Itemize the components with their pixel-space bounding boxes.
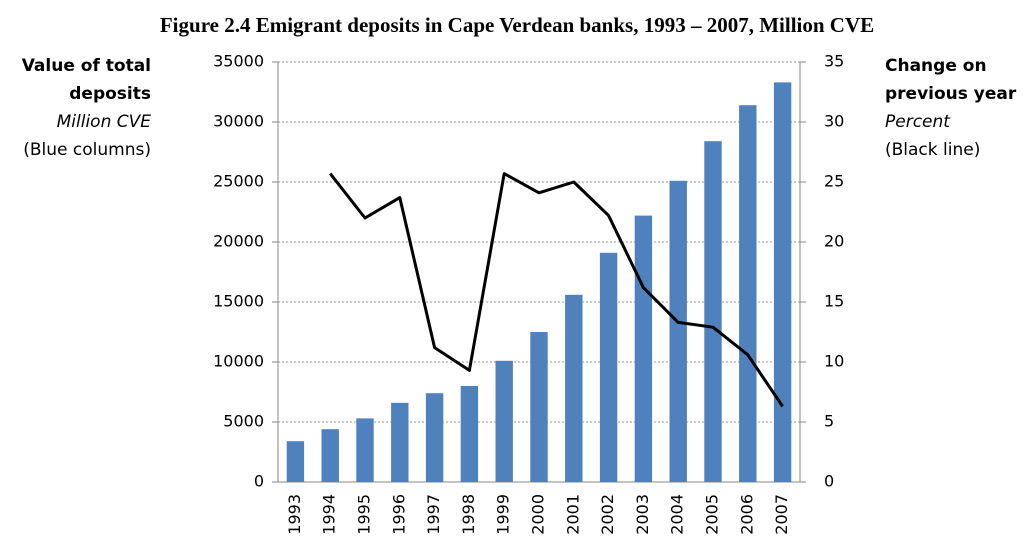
x-tick-label: 2001 (563, 494, 582, 535)
y-tick-label: 15000 (213, 292, 264, 311)
y2-tick-label: 25 (824, 172, 844, 191)
y2-label: Change on (885, 56, 987, 76)
bar (739, 105, 757, 482)
y2-note: (Black line) (885, 140, 980, 160)
y2-tick-label: 30 (824, 112, 844, 131)
bar (704, 141, 722, 482)
bar (321, 429, 339, 482)
y-tick-label: 30000 (213, 112, 264, 131)
y-tick-label: 25000 (213, 172, 264, 191)
y2-tick-label: 5 (824, 412, 834, 431)
x-tick-label: 2006 (737, 494, 756, 535)
chart-title: Figure 2.4 Emigrant deposits in Cape Ver… (160, 13, 874, 37)
y2-unit: Percent (885, 112, 951, 132)
x-tick-label: 2002 (598, 494, 617, 535)
y2-tick-label: 20 (824, 232, 844, 251)
bar (565, 294, 583, 482)
bar (634, 215, 653, 482)
y-tick-label: 0 (254, 472, 264, 491)
y-tick-label: 10000 (213, 352, 264, 371)
bar (530, 332, 548, 482)
bar (495, 360, 513, 482)
bar (356, 418, 374, 482)
bar (425, 393, 444, 482)
x-tick-label: 1995 (355, 494, 374, 535)
x-tick-label: 1999 (494, 494, 513, 535)
x-tick-label: 2005 (703, 494, 722, 535)
y-label: deposits (69, 84, 151, 104)
y-tick-label: 20000 (213, 232, 264, 251)
x-tick-label: 1998 (459, 494, 478, 535)
x-tick-label: 2000 (529, 494, 548, 535)
y-tick-label: 5000 (223, 412, 264, 431)
y2-tick-label: 15 (824, 292, 844, 311)
bar (460, 386, 479, 482)
y2-tick-label: 0 (824, 472, 834, 491)
x-tick-label: 2007 (772, 494, 791, 535)
bar (391, 402, 409, 482)
y-unit: Million CVE (57, 112, 152, 132)
x-tick-label: 1993 (285, 494, 304, 535)
x-tick-label: 1994 (320, 494, 339, 535)
line (329, 172, 784, 408)
bar (286, 441, 305, 482)
bar (773, 82, 792, 483)
bar (669, 180, 687, 483)
y-label: Value of total (22, 56, 151, 76)
y2-tick-label: 35 (824, 52, 844, 71)
x-tick-label: 2003 (633, 494, 652, 535)
bar (599, 252, 618, 482)
x-tick-label: 1997 (424, 494, 443, 535)
x-tick-label: 1996 (389, 494, 408, 535)
y2-label: previous year (885, 84, 1017, 104)
y2-tick-label: 10 (824, 352, 844, 371)
x-tick-label: 2004 (668, 494, 687, 535)
y-note: (Blue columns) (23, 140, 151, 160)
y-tick-label: 35000 (213, 52, 264, 71)
